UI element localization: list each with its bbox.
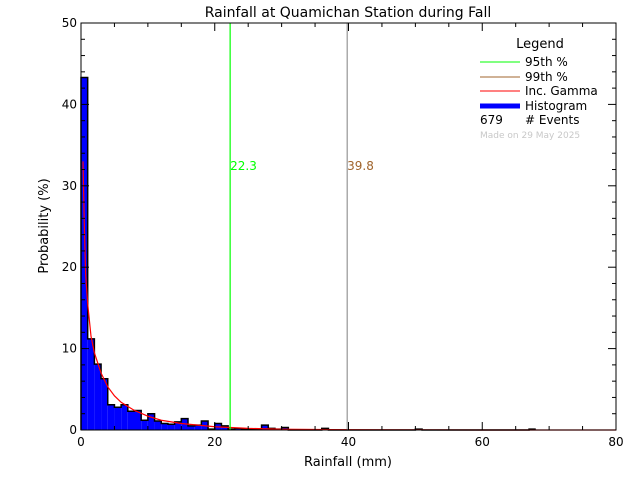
chart-title: Rainfall at Quamichan Station during Fal… (205, 5, 491, 21)
y-tick-label: 30 (62, 179, 77, 193)
histogram-bar (174, 421, 182, 430)
legend-title: Legend (516, 37, 564, 52)
made-on-note: Made on 29 May 2025 (480, 131, 580, 141)
histogram-bar (261, 425, 269, 430)
legend-label-gamma: Inc. Gamma (525, 84, 598, 98)
histogram-bar (154, 421, 162, 430)
histogram-bar (167, 424, 175, 430)
y-tick-label: 40 (62, 97, 77, 111)
percentile-95-label: 22.3 (230, 159, 257, 173)
histogram-bar (188, 425, 195, 430)
y-tick-label: 50 (62, 16, 77, 30)
x-tick-label: 20 (207, 435, 222, 449)
percentile-99-label: 39.8 (347, 159, 374, 173)
histogram-bar (194, 425, 202, 430)
histogram-bar (141, 420, 148, 430)
legend-label-99: 99th % (525, 70, 568, 84)
legend-label-95: 95th % (525, 55, 568, 69)
x-tick-label: 80 (608, 435, 623, 449)
y-tick-label: 0 (69, 423, 77, 437)
legend-label-histogram: Histogram (525, 99, 587, 113)
x-tick-label: 60 (475, 435, 490, 449)
x-axis-label: Rainfall (mm) (304, 455, 392, 470)
histogram-bar (87, 338, 95, 430)
y-tick-label: 20 (62, 260, 77, 274)
histogram-bar (127, 411, 135, 430)
histogram-bar (81, 77, 88, 431)
histogram-bar (161, 423, 168, 430)
legend: Legend 95th % 99th % Inc. Gamma Histogra… (480, 37, 598, 141)
histogram-outline (80, 76, 536, 431)
y-axis-label: Probability (%) (37, 178, 52, 273)
x-tick-label: 40 (341, 435, 356, 449)
gamma-curve (82, 161, 616, 431)
histogram-bar (221, 425, 229, 430)
events-count: 679 (480, 113, 503, 127)
histogram-bar (134, 410, 142, 430)
histogram-bar (101, 378, 108, 430)
histogram-bar (147, 413, 155, 430)
histogram-bar (121, 404, 128, 430)
histogram-bar (114, 407, 122, 430)
histogram-bar (94, 364, 102, 430)
events-label: # Events (525, 113, 580, 127)
histogram-bar (234, 428, 242, 430)
y-tick-label: 10 (62, 342, 77, 356)
histogram-bar (107, 404, 115, 430)
x-tick-label: 0 (77, 435, 85, 449)
